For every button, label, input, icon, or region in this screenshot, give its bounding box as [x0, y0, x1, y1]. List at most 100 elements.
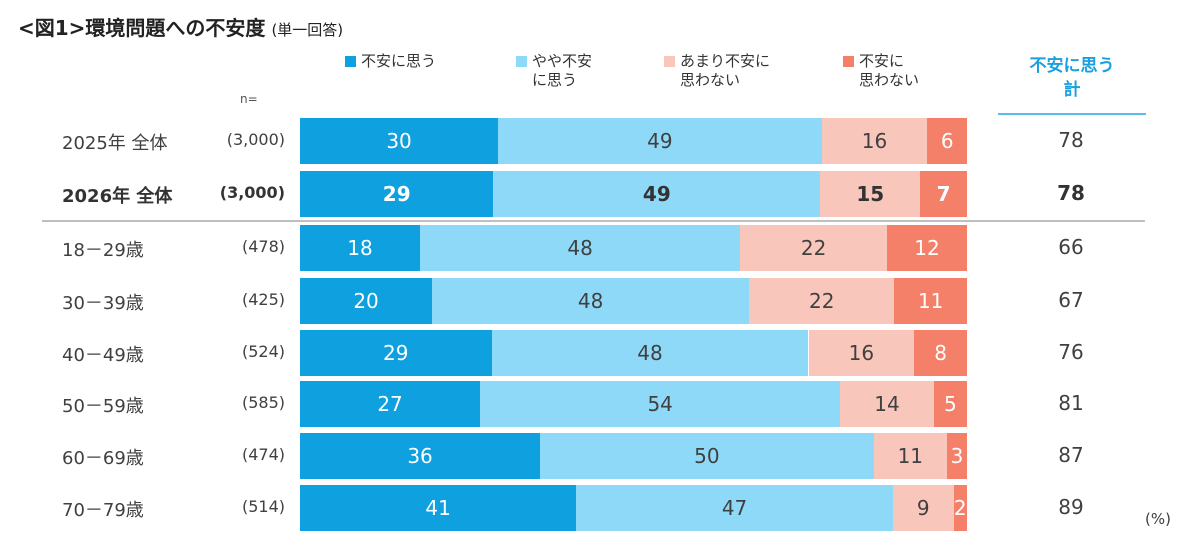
bar-segment: 9 [892, 485, 954, 531]
bar-segment: 8 [914, 330, 967, 376]
legend-label: 不安に思う [361, 52, 437, 70]
legend-swatch [345, 56, 356, 67]
bar-value-label: 11 [917, 289, 944, 313]
bar-segment: 3 [946, 433, 967, 479]
bar-value-label: 14 [874, 392, 900, 416]
bar-value-label: 8 [934, 341, 947, 365]
bar-segment: 22 [749, 278, 895, 324]
bar-value-label: 7 [936, 182, 951, 206]
bar-segment: 29 [300, 330, 492, 376]
legend-swatch [843, 56, 854, 67]
bar-segment: 50 [540, 433, 874, 479]
legend-label: 不安に 思わない [859, 52, 920, 89]
bar-value-label: 48 [637, 341, 663, 365]
bar-value-label: 5 [943, 392, 957, 416]
row-total: 87 [1058, 443, 1084, 467]
bar-value-label: 3 [950, 444, 964, 468]
legend-item: 不安に思う [345, 52, 436, 71]
bar-value-label: 30 [386, 129, 412, 153]
bar-value-label: 11 [897, 444, 924, 468]
bar-segment: 14 [840, 381, 934, 427]
row-n: (3,000) [226, 130, 285, 149]
bar-value-label: 2 [953, 496, 967, 520]
legend-label: やや不安 に思う [532, 52, 593, 89]
bar-value-label: 22 [808, 289, 835, 313]
row-total: 81 [1058, 391, 1084, 415]
row-total: 67 [1058, 288, 1084, 312]
n-label: n= [240, 92, 258, 106]
bar-value-label: 47 [721, 496, 748, 520]
bar-segment: 22 [740, 225, 887, 271]
bar-segment: 48 [432, 278, 750, 324]
bar-segment: 5 [933, 381, 967, 427]
bar-segment: 2 [953, 485, 967, 531]
legend-swatch [516, 56, 527, 67]
row-total: 66 [1058, 235, 1084, 259]
total-header-line1: 不安に思う [1029, 56, 1115, 76]
row-label: 60－69歳 [62, 448, 144, 469]
row-label: 18－29歳 [62, 240, 144, 261]
legend-swatch [664, 56, 675, 67]
bar-value-label: 9 [916, 496, 930, 520]
bar-segment: 20 [300, 278, 433, 324]
group-divider [42, 220, 1145, 222]
chart-title: <図1>環境問題への不安度 (単一回答) [18, 12, 343, 41]
bar-value-label: 36 [407, 444, 433, 468]
bar-value-label: 6 [940, 129, 954, 153]
unit-label: (%) [1145, 510, 1171, 528]
row-total: 76 [1058, 340, 1084, 364]
bar-value-label: 18 [347, 236, 373, 260]
row-label: 2025年 全体 [62, 133, 168, 154]
bar-segment: 6 [927, 118, 967, 164]
bar-segment: 54 [480, 381, 841, 427]
bar-value-label: 41 [425, 496, 451, 520]
row-label: 2026年 全体 [62, 186, 173, 207]
bar-segment: 49 [498, 118, 822, 164]
row-total: 78 [1058, 128, 1084, 152]
bar-segment: 49 [493, 171, 821, 217]
row-n: (474) [241, 445, 285, 464]
bar-value-label: 12 [914, 236, 940, 260]
bar-segment: 7 [920, 171, 967, 217]
row-n: (524) [241, 342, 285, 361]
row-n: (425) [241, 290, 285, 309]
row-n: (514) [241, 497, 285, 516]
bar-segment: 27 [300, 381, 481, 427]
bar-value-label: 27 [377, 392, 403, 416]
total-header: 不安に思う 計 [998, 54, 1146, 102]
bar-segment: 15 [820, 171, 921, 217]
bar-segment: 36 [300, 433, 541, 479]
legend-label: あまり不安に 思わない [680, 52, 771, 89]
bar-segment: 47 [576, 485, 893, 531]
row-n: (478) [241, 237, 285, 256]
bar-segment: 29 [300, 171, 494, 217]
bar-value-label: 54 [647, 392, 673, 416]
row-label: 40－49歳 [62, 345, 144, 366]
bar-value-label: 15 [856, 182, 885, 206]
legend-item: あまり不安に 思わない [664, 52, 770, 90]
row-label: 30－39歳 [62, 293, 144, 314]
bar-segment: 16 [808, 330, 915, 376]
row-n: (585) [241, 393, 285, 412]
bar-value-label: 16 [848, 341, 875, 365]
bar-value-label: 20 [353, 289, 379, 313]
row-total: 78 [1057, 181, 1085, 205]
bar-value-label: 50 [694, 444, 720, 468]
bar-value-label: 29 [383, 341, 409, 365]
legend-item: やや不安 に思う [516, 52, 592, 90]
total-header-line2: 計 [1063, 80, 1081, 100]
bar-segment: 12 [886, 225, 967, 271]
total-header-underline [998, 113, 1146, 115]
bar-segment: 30 [300, 118, 499, 164]
bar-value-label: 49 [642, 182, 671, 206]
bar-value-label: 22 [800, 236, 827, 260]
row-total: 89 [1058, 495, 1084, 519]
bar-value-label: 29 [382, 182, 411, 206]
row-n: (3,000) [219, 183, 285, 202]
legend-item: 不安に 思わない [843, 52, 919, 90]
title-text: <図1>環境問題への不安度 [18, 16, 266, 40]
subtitle-text: (単一回答) [271, 21, 344, 39]
bar-value-label: 16 [861, 129, 888, 153]
row-label: 50－59歳 [62, 396, 144, 417]
